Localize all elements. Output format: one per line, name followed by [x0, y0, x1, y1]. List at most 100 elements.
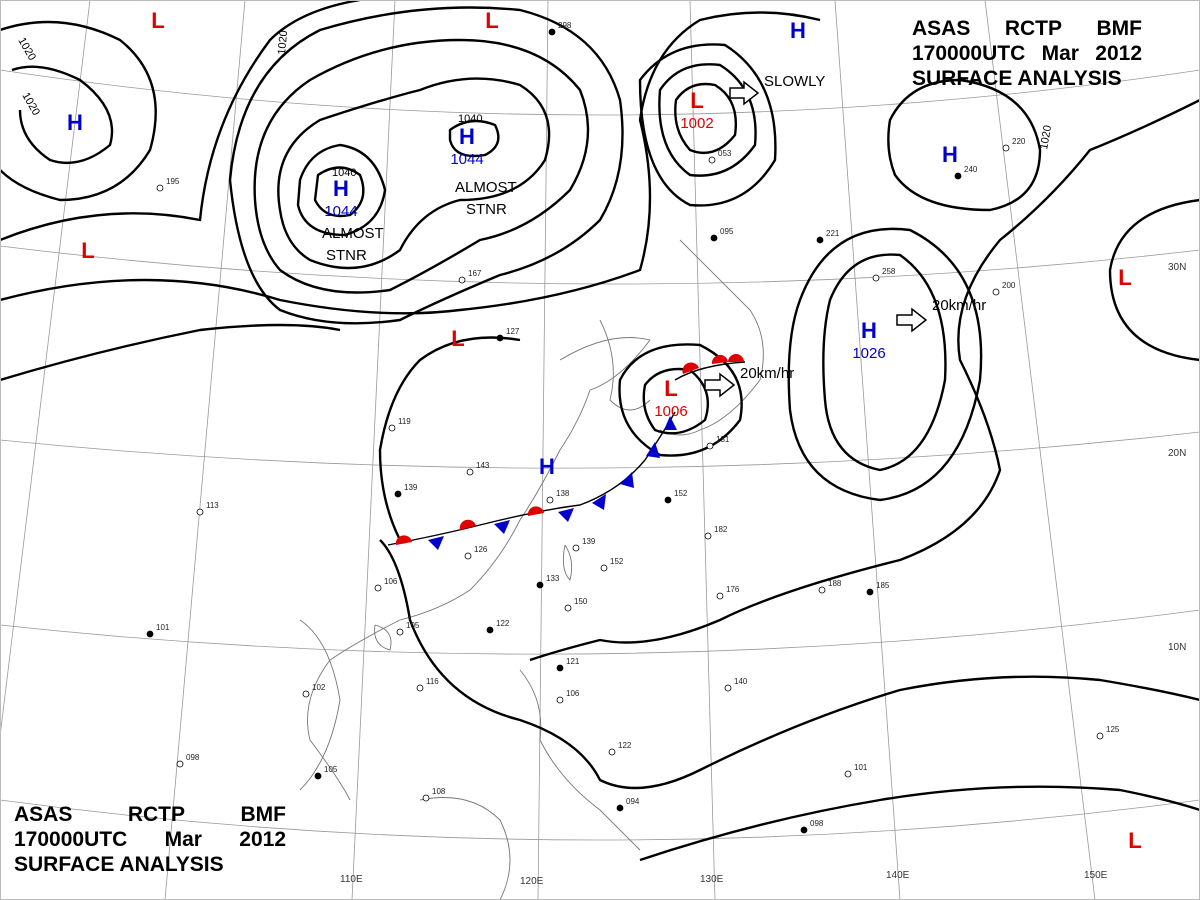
station-marker: [548, 28, 556, 36]
header-top-right: ASAS RCTP BMF 170000UTC Mar 2012 SURFACE…: [912, 16, 1142, 91]
station-pressure-label: 108: [432, 787, 446, 796]
station-pressure-label: 053: [718, 149, 732, 158]
station-marker: [710, 234, 718, 242]
latitude-lines: [0, 69, 1200, 841]
station-pressure-label: 200: [1002, 281, 1016, 290]
station-pressure-label: 105: [406, 621, 420, 630]
station-pressure-label: 176: [726, 585, 740, 594]
footer-row-1: ASAS RCTP BMF: [14, 802, 286, 827]
front-cold-1: [428, 536, 444, 550]
footer-year: 2012: [239, 828, 286, 851]
station-marker: [374, 584, 382, 592]
high-pressure-marker: H: [790, 18, 806, 43]
isobars: [0, 0, 1200, 862]
low-pressure-marker: L: [1118, 265, 1131, 290]
high-pressure-marker: H: [861, 318, 877, 343]
movement-arrows: [704, 80, 928, 398]
station-pressure-label: 240: [964, 165, 978, 174]
station-pressure-label: 258: [882, 267, 896, 276]
station-pressure-label: 101: [854, 763, 868, 772]
isobar-west-1: [0, 323, 341, 382]
station-pressure-label: 195: [166, 177, 180, 186]
lon-label-130e: 130E: [700, 874, 724, 885]
station-pressure-label: 105: [324, 765, 338, 774]
station-marker: [556, 696, 564, 704]
station-pressure-label: 126: [474, 545, 488, 554]
isobar-1024: [0, 0, 361, 242]
station-marker: [992, 288, 1000, 296]
isobar-high-1044b: [448, 119, 500, 158]
isobar-low-ne-outer2: [638, 43, 777, 207]
station-marker: [196, 508, 204, 516]
footer-title: SURFACE ANALYSIS: [14, 853, 224, 876]
front-cold-2: [494, 520, 510, 534]
slowly-label: SLOWLY: [764, 73, 825, 90]
lon-label-120e: 120E: [520, 876, 544, 887]
station-pressure-label: 139: [404, 483, 418, 492]
footer-time: 170000UTC: [14, 828, 128, 851]
front-cold-4: [592, 494, 606, 510]
isobar-high-1026-outer: [787, 227, 983, 502]
header-bottom-left: ASAS RCTP BMF 170000UTC Mar 2012 SURFACE…: [14, 802, 286, 877]
warm-front-2: [711, 354, 728, 364]
speed-label-2: 20km/hr: [932, 297, 986, 314]
station-marker: [422, 794, 430, 802]
isobar-south-2: [639, 785, 1200, 862]
low-pressure-marker: L: [690, 88, 703, 113]
footer-month: Mar: [164, 828, 202, 851]
pressure-centers: L L L L L 1002 L 1006 L L H H H 1044 H 1044 H H 1026 H: [67, 8, 1142, 853]
notes: ALMOST STNR ALMOST STNR SLOWLY 20km/hr 2…: [322, 73, 986, 382]
station-pressure-label: 140: [734, 677, 748, 686]
station-pressure-label: 139: [582, 537, 596, 546]
high-pressure-marker: H: [67, 110, 83, 135]
lon-label-140e: 140E: [886, 870, 910, 881]
station-marker: [146, 630, 154, 638]
coast-japan: [659, 239, 764, 436]
isobar-low-1006: [642, 367, 710, 435]
lat-label-10n: 10N: [1168, 642, 1186, 653]
warm-front-1: [682, 362, 699, 374]
station-pressure-label: 188: [828, 579, 842, 588]
isobar-low-1006-outer: [618, 343, 743, 457]
coast-taiwan: [562, 544, 573, 581]
low-pressure-marker: L: [451, 326, 464, 351]
isobar-high-ne: [887, 78, 1042, 212]
isobar-nw-high: [11, 65, 114, 164]
station-marker: [704, 532, 712, 540]
station-marker: [800, 826, 808, 834]
station-marker: [572, 544, 580, 552]
almost-stnr-1-a: ALMOST: [455, 179, 517, 196]
station-marker: [496, 334, 504, 342]
front-cold-3: [558, 508, 574, 522]
station-pressure-label: 138: [556, 489, 570, 498]
lat-label-20n: 20N: [1168, 448, 1186, 459]
station-marker: [664, 496, 672, 504]
low-pressure-marker: L: [1128, 828, 1141, 853]
station-marker: [546, 496, 554, 504]
isobar-low-ne: [674, 82, 737, 155]
high-pressure-marker: H: [333, 176, 349, 201]
coast-borneo: [419, 797, 511, 900]
arrow-slowly: [729, 80, 760, 106]
lat-line-0: [0, 799, 1200, 841]
station-marker: [176, 760, 184, 768]
lat-line-10n: [0, 609, 1200, 655]
isobar-1040a: [296, 143, 387, 237]
station-marker: [1002, 144, 1010, 152]
pressure-value: 1002: [680, 115, 713, 132]
low-pressure-marker: L: [81, 238, 94, 263]
isobar-high-1044a: [313, 166, 365, 218]
station-marker: [314, 772, 322, 780]
coast-luzon: [519, 669, 641, 851]
station-marker: [388, 424, 396, 432]
coast-china: [307, 337, 651, 801]
low-pressure-marker: L: [664, 376, 677, 401]
station-marker: [866, 588, 874, 596]
station-pressure-label: 143: [476, 461, 490, 470]
station-pressure-label: 119: [398, 417, 411, 426]
station-pressure-label: 150: [574, 597, 588, 606]
station-marker: [954, 172, 962, 180]
